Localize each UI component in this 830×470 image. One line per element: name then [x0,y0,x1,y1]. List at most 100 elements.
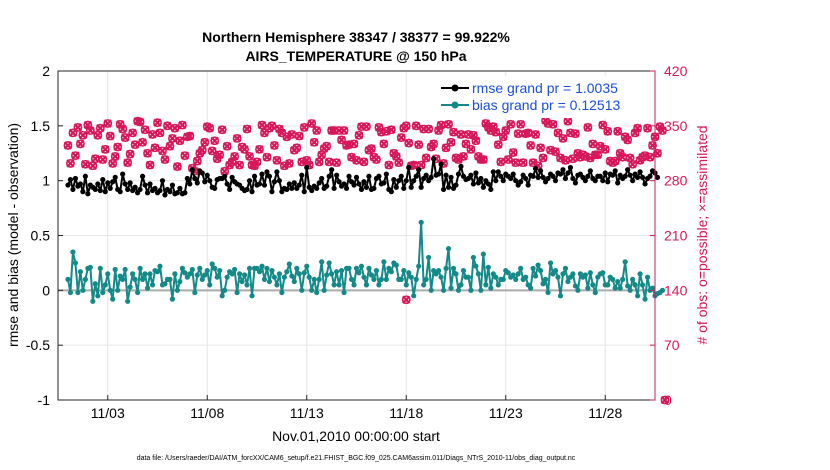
rmse-point [615,180,621,186]
bias-point [294,265,300,271]
obs-possible-marker [230,151,240,161]
rmse-point [246,178,253,184]
rmse-point [304,164,310,171]
bias-point [438,274,444,280]
rmse-point [72,175,79,182]
bias-point [421,282,427,288]
obs-assimilated-marker [285,159,294,168]
obs-possible-marker [598,120,608,130]
rmse-point [259,171,265,177]
bias-point [212,265,218,271]
obs-possible-marker [113,142,123,152]
rmse-point [513,178,519,184]
obs-possible-marker [446,137,456,147]
rmse-series [65,156,661,198]
obs-assimilated-marker [459,152,468,161]
obs-assimilated-marker [282,132,292,141]
obs-assimilated-marker [198,145,207,155]
obs-assimilated-marker [130,140,140,149]
obs-assimilated-marker [310,138,319,147]
rmse-point [97,187,103,194]
obs-assimilated-marker [436,120,446,130]
obs-possible-marker [252,157,262,167]
bias-point [249,293,255,299]
obs-assimilated-marker [449,127,458,137]
obs-assimilated-marker [511,158,520,167]
obs-assimilated-marker [155,128,165,138]
rmse-point [286,181,292,187]
bias-point [488,285,494,291]
rmse-point [299,172,305,178]
bias-point [450,265,457,271]
obs-possible-marker [506,119,516,129]
bias-point [334,269,340,275]
rmse-point [634,174,641,180]
obs-assimilated-marker [384,160,394,170]
rmse-point [329,167,335,173]
rmse-point [92,186,98,193]
obs-assimilated-marker [235,160,244,170]
rmse-point [289,185,295,191]
rmse-point [622,173,628,179]
obs-assimilated-marker [101,145,110,154]
obs-possible-marker [125,149,135,159]
obs-possible-marker [312,126,322,135]
obs-possible-marker [461,139,471,149]
obs-possible-marker [466,144,476,154]
obs-assimilated-marker [185,131,195,141]
bias-point [90,298,96,304]
bias-point [311,276,317,282]
obs-assimilated-marker [103,119,112,128]
obs-possible-marker [222,141,232,151]
obs-possible-marker [185,131,195,141]
rmse-point [406,164,412,171]
bias-point [87,264,93,270]
obs-assimilated-marker [645,152,655,162]
obs-assimilated-marker [300,123,309,132]
bias-point [547,260,554,266]
rmse-point [398,173,404,179]
obs-possible-marker [322,141,332,151]
bias-point [552,267,559,274]
obs-possible-marker [85,126,95,135]
obs-possible-marker [197,145,207,155]
obs-assimilated-marker [556,153,565,163]
bias-point [70,249,76,255]
obs-assimilated-marker [561,156,570,165]
bias-point [264,265,270,271]
obs-assimilated-marker [170,124,180,133]
obs-assimilated-marker [402,121,411,131]
obs-assimilated-marker [232,134,242,143]
y-right-tick-label: 210 [664,228,688,244]
rmse-point [105,180,111,186]
rmse-point [269,189,275,195]
obs-assimilated-marker [349,139,359,149]
bias-point [105,271,111,277]
obs-possible-marker [175,136,185,146]
rmse-point [319,175,325,182]
bias-point [545,289,551,296]
obs-possible-marker [362,122,371,132]
rmse-point [187,181,193,187]
rmse-point [478,175,484,182]
rmse-point [585,173,591,179]
obs-assimilated-marker [302,156,311,165]
bias-point [348,276,355,282]
rmse-point [358,186,365,193]
rmse-point [212,185,218,191]
rmse-point [587,168,593,174]
obs-assimilated-marker [538,153,548,163]
bias-point [418,219,424,225]
bias-point [368,272,375,278]
bias-point [475,271,481,277]
rmse-point [127,180,133,186]
bias-point [401,267,407,274]
obs-assimilated-marker [98,155,107,164]
obs-assimilated-marker [352,156,361,165]
obs-possible-marker [548,119,558,129]
rmse-point [654,174,661,180]
bias-point [202,272,208,278]
obs-assimilated-marker [516,120,525,129]
obs-possible-marker [337,135,346,145]
obs-possible-marker [411,121,421,131]
